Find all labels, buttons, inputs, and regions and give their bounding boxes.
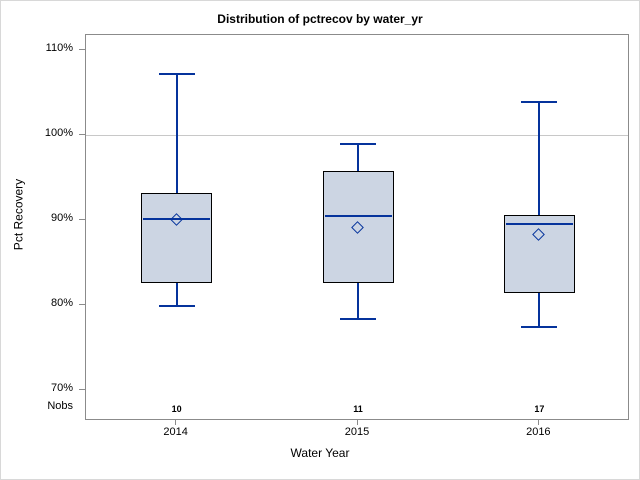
median-line bbox=[505, 222, 573, 225]
nobs-row-label: Nobs bbox=[47, 400, 73, 412]
whisker-cap-top bbox=[340, 142, 376, 145]
x-tick-label: 2014 bbox=[163, 426, 188, 438]
y-tick-mark bbox=[79, 218, 85, 220]
x-tick-mark bbox=[356, 420, 358, 425]
y-tick-mark bbox=[79, 133, 85, 135]
whisker-line bbox=[538, 102, 541, 327]
plot-area: 10 11 17 bbox=[85, 34, 629, 420]
whisker-cap-bottom bbox=[521, 325, 558, 328]
chart-title: Distribution of pctrecov by water_yr bbox=[217, 12, 423, 26]
whisker-cap-bottom bbox=[158, 305, 195, 308]
box-iqr bbox=[141, 193, 213, 284]
y-tick-mark bbox=[79, 303, 85, 305]
median-line bbox=[143, 218, 211, 221]
whisker-line bbox=[175, 74, 178, 307]
nobs-value: 11 bbox=[353, 404, 363, 414]
median-line bbox=[324, 215, 392, 218]
y-tick-mark bbox=[79, 388, 85, 390]
y-tick-label: 90% bbox=[50, 212, 73, 225]
y-tick-label: 110% bbox=[45, 42, 73, 55]
whisker-cap-top bbox=[521, 101, 558, 104]
y-tick-label: 80% bbox=[50, 297, 73, 310]
whisker-cap-bottom bbox=[340, 317, 376, 320]
reference-line bbox=[86, 134, 628, 136]
y-tick-label: 100% bbox=[44, 127, 73, 140]
box-iqr bbox=[322, 171, 394, 284]
y-tick-label: 70% bbox=[50, 382, 73, 395]
box-iqr bbox=[503, 215, 575, 293]
y-tick-mark bbox=[79, 48, 85, 50]
x-tick-label: 2016 bbox=[526, 426, 551, 438]
x-axis-title: Water Year bbox=[290, 446, 350, 460]
nobs-value: 10 bbox=[171, 404, 182, 414]
whisker-cap-top bbox=[158, 73, 195, 76]
nobs-value: 17 bbox=[534, 404, 545, 414]
x-tick-label: 2015 bbox=[344, 426, 370, 438]
x-tick-mark bbox=[175, 420, 177, 425]
x-tick-mark bbox=[537, 420, 539, 425]
